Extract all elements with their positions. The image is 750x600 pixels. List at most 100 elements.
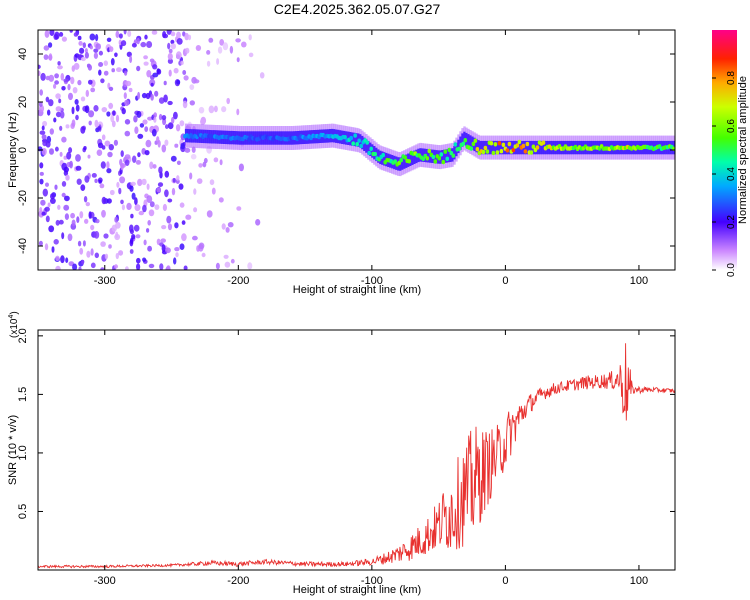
spectrogram-noise-cell (135, 234, 141, 239)
spectrogram-noise-cell (136, 263, 141, 270)
spectrogram-noise-cell (94, 119, 99, 128)
spectrogram-noise-cell (165, 247, 171, 254)
spectrogram-noise-cell (174, 222, 179, 229)
spectrogram-noise-cell (176, 79, 181, 85)
spectrogram-noise-cell (184, 147, 191, 153)
spectrogram-noise-cell (129, 239, 134, 247)
spectrogram-noise-cell (146, 195, 153, 204)
spectrogram-noise-cell (80, 96, 86, 102)
spectrogram-noise-cell (189, 100, 195, 106)
spectrogram-noise-cell (60, 255, 65, 264)
spectrogram-ridge-cell (483, 145, 488, 151)
spectrogram-noise-cell (83, 196, 88, 203)
spectrogram-noise-cell (67, 83, 71, 91)
spectrogram-noise-cell (217, 46, 223, 54)
spectrogram-noise-cell (125, 80, 132, 87)
snr-y-ticks: 0.5 1.0 1.5 2.0 (17, 328, 675, 519)
spectrogram-ridge-edge (539, 140, 542, 155)
spectrogram-noise-cell (148, 263, 155, 269)
spectrogram-noise-cell (54, 184, 58, 190)
spectrogram-noise-cell (176, 175, 180, 181)
spectrogram-noise-cell (69, 160, 73, 169)
spectrogram-ridge-cell (485, 149, 490, 154)
spectrogram-noise-cell (72, 87, 78, 94)
spectrogram-noise-cell (113, 139, 118, 146)
spectrogram-ridge-edge (365, 139, 368, 153)
spectrogram-noise-cell (55, 255, 60, 261)
spectrogram-noise-cell (104, 253, 109, 260)
spectrogram-noise-cell (136, 65, 141, 72)
spectrogram-noise-cell (50, 197, 56, 204)
spectrogram-noise-cell (158, 113, 163, 121)
spectrogram-noise-cell (193, 207, 198, 213)
spectrogram-noise-cell (94, 178, 98, 183)
spectrogram-noise-cell (171, 187, 176, 196)
spectrogram-ridge-cell (463, 138, 468, 143)
spectrogram-noise-cell (121, 107, 126, 115)
spectrogram-noise-cell (200, 118, 206, 126)
spectrogram-noise-cell (143, 239, 147, 246)
spectrogram-noise-cell (91, 173, 97, 178)
spectrogram-noise-cell (68, 147, 73, 154)
spectrogram-noise-cell (49, 30, 55, 36)
spectrogram-noise-cell (198, 106, 205, 114)
spectrogram-noise-cell (183, 75, 189, 81)
spectrogram-noise-cell (120, 163, 126, 168)
spectrogram-noise-cell (90, 87, 96, 93)
spectrogram-noise-cell (64, 213, 69, 221)
spectrogram-noise-cell (133, 115, 138, 123)
spectrogram-noise-cell (133, 224, 140, 232)
spectrogram-noise-cell (39, 162, 44, 169)
spectrogram-noise-cell (143, 55, 149, 60)
spectrogram-noise-cell (55, 106, 62, 112)
spectrogram-noise-cell (146, 228, 150, 233)
spectrogram-noise-cell (69, 30, 73, 33)
spectrogram-cells (38, 30, 675, 270)
spectrogram-noise-cell (179, 243, 185, 250)
spectrogram-ridge-edge (527, 140, 530, 155)
spectrogram-ridge-edge (509, 140, 512, 155)
spectrogram-noise-cell (129, 185, 134, 192)
spectrogram-noise-cell (153, 117, 157, 123)
spectrogram-noise-cell (41, 148, 47, 156)
spectrogram-noise-cell (55, 265, 61, 270)
spectrogram-ridge-cell (437, 156, 442, 161)
spectrogram-ridge-edge (457, 139, 460, 154)
spectrogram-noise-cell (222, 42, 229, 51)
spectrogram-ridge-cell (349, 135, 354, 141)
snr-x-tick-label: 100 (630, 575, 648, 587)
spectrogram-noise-cell (40, 199, 46, 206)
spectrogram-ridge-edge (529, 140, 532, 155)
spectrogram-noise-cell (161, 225, 167, 230)
spectrogram-noise-cell (109, 46, 114, 52)
spectrogram-noise-cell (168, 69, 172, 77)
spectrogram-noise-cell (170, 155, 177, 162)
spectrogram-noise-cell (168, 48, 173, 54)
spectrogram-noise-cell (100, 267, 105, 270)
spectrogram-noise-cell (104, 140, 111, 147)
spectrogram-noise-cell (241, 41, 247, 48)
spectrogram-ridge-edge (517, 140, 520, 155)
spectrogram-noise-cell (88, 110, 95, 118)
spectrogram-noise-cell (85, 89, 90, 97)
spectrogram-ridge-cell (457, 146, 462, 151)
spectrogram-ridge-edge (363, 137, 366, 151)
spectrogram-ridge-cell (531, 144, 536, 149)
spectrogram-noise-cell (55, 146, 59, 152)
spectrogram-y-tick-label: 40 (17, 48, 29, 60)
spectrogram-ridge-cell (497, 141, 502, 146)
spectrogram-noise-cell (156, 187, 161, 193)
spectrogram-noise-cell (173, 67, 179, 74)
spectrogram-noise-cell (41, 134, 47, 140)
spectrogram-noise-cell (98, 50, 103, 56)
spectrogram-noise-cell (38, 240, 43, 246)
spectrogram-noise-cell (77, 240, 82, 247)
spectrogram-ridge-edge (443, 149, 446, 163)
spectrogram-noise-cell (54, 80, 59, 85)
spectrogram-noise-cell (95, 43, 101, 50)
snr-x-tick-label: -100 (361, 575, 383, 587)
spectrogram-noise-cell (53, 239, 59, 245)
spectrogram-noise-cell (100, 241, 106, 247)
spectrogram-ridge-cell (381, 152, 386, 158)
